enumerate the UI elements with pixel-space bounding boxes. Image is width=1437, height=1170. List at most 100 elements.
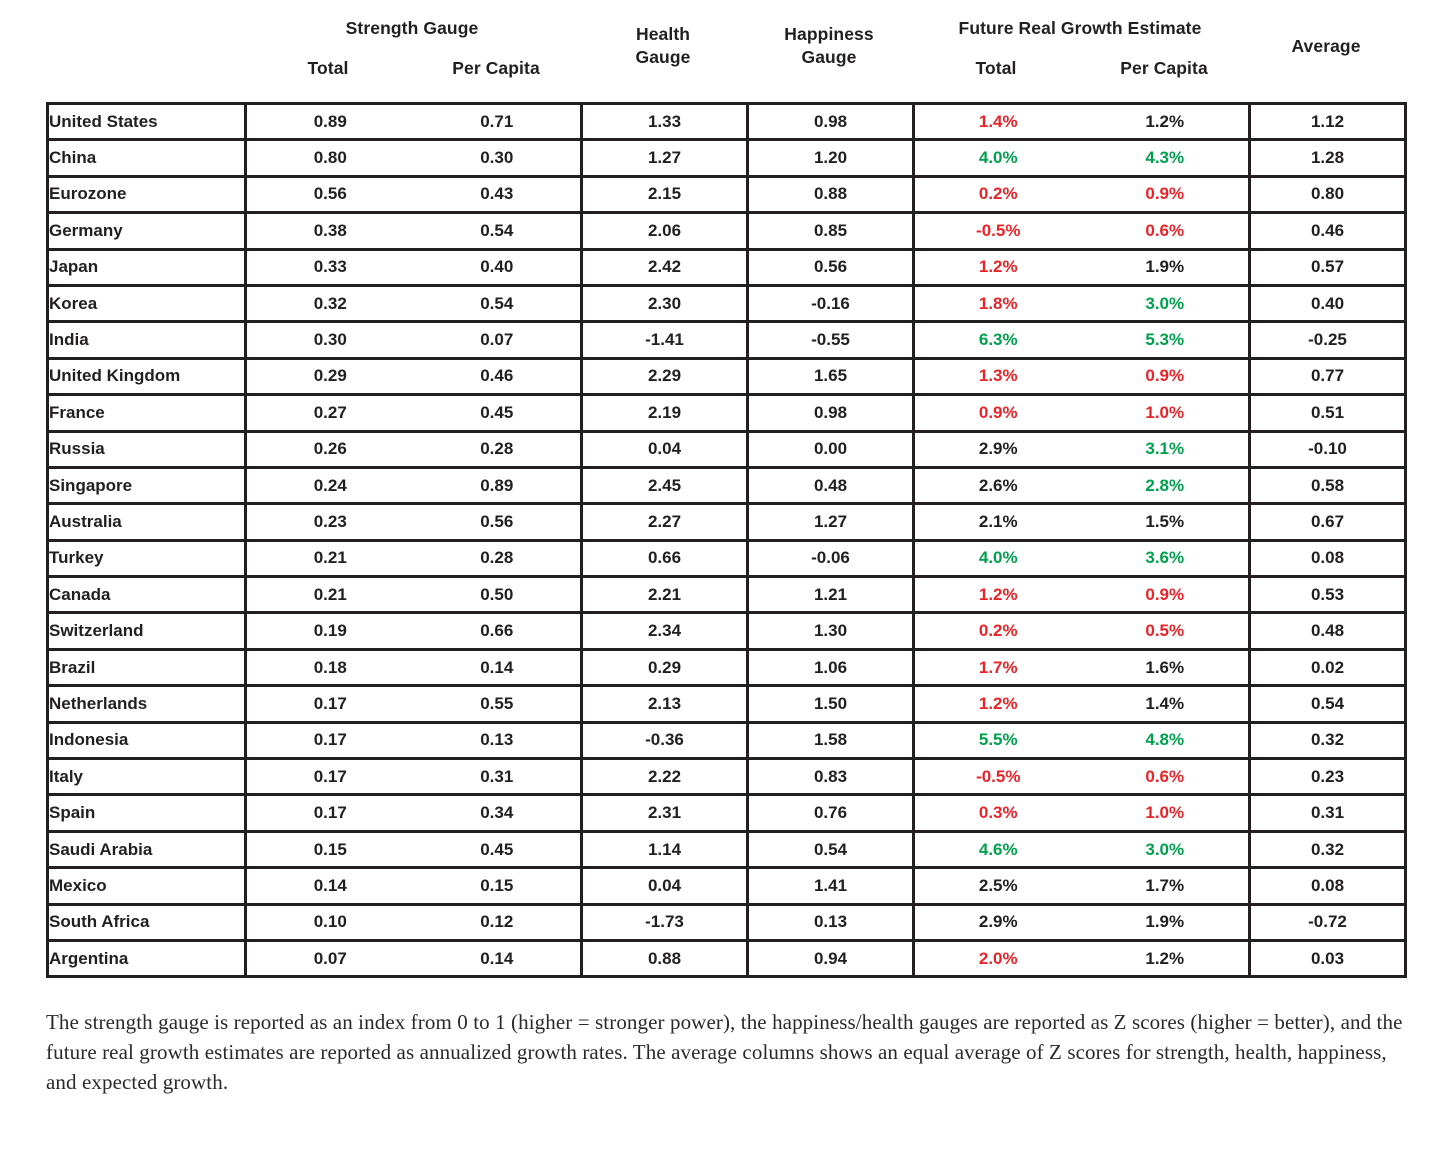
cell-happiness-gauge: 0.94 bbox=[747, 940, 915, 979]
cell-health-gauge: 2.45 bbox=[581, 467, 749, 506]
cell-country: Germany bbox=[47, 212, 247, 251]
table-row: China 0.80 0.30 1.27 1.20 4.0% 4.3% 1.28 bbox=[47, 139, 1406, 178]
cell-happiness-gauge: 0.98 bbox=[747, 394, 915, 433]
cell-average: 0.54 bbox=[1249, 685, 1406, 724]
cell-country: Turkey bbox=[47, 540, 247, 579]
cell-country: Japan bbox=[47, 249, 247, 287]
cell-strength-total: 0.17 bbox=[245, 794, 414, 833]
cell-strength-per-capita: 0.45 bbox=[413, 831, 583, 870]
cell-strength-per-capita: 0.66 bbox=[413, 612, 583, 651]
cell-happiness-gauge: 1.21 bbox=[747, 576, 915, 615]
page: Strength Gauge Health Gauge Happiness Ga… bbox=[46, 6, 1407, 1094]
cell-growth-per-capita: 1.0% bbox=[1081, 794, 1251, 833]
cell-strength-total: 0.26 bbox=[245, 431, 414, 469]
cell-average: 0.23 bbox=[1249, 758, 1406, 797]
cell-strength-per-capita: 0.50 bbox=[413, 576, 583, 615]
cell-strength-total: 0.07 bbox=[245, 940, 414, 979]
cell-strength-per-capita: 0.55 bbox=[413, 685, 583, 724]
cell-country: United States bbox=[47, 103, 247, 142]
cell-growth-total: 1.2% bbox=[913, 685, 1082, 724]
col-header-health-line2: Gauge bbox=[635, 47, 691, 67]
col-header-health-gauge: Health Gauge bbox=[580, 6, 746, 86]
cell-growth-total: 0.2% bbox=[913, 176, 1082, 215]
cell-growth-per-capita: 1.9% bbox=[1081, 249, 1251, 287]
cell-strength-total: 0.32 bbox=[245, 285, 414, 324]
cell-country: Mexico bbox=[47, 867, 247, 906]
cell-health-gauge: 2.42 bbox=[581, 249, 749, 287]
cell-growth-per-capita: 0.9% bbox=[1081, 176, 1251, 215]
cell-growth-total: 0.2% bbox=[913, 612, 1082, 651]
cell-happiness-gauge: 0.00 bbox=[747, 431, 915, 469]
table-row: India 0.30 0.07 -1.41 -0.55 6.3% 5.3% -0.25 bbox=[47, 321, 1406, 360]
table-row: Netherlands 0.17 0.55 2.13 1.50 1.2% 1.4% 0.54 bbox=[47, 685, 1406, 724]
cell-happiness-gauge: -0.06 bbox=[747, 540, 915, 579]
col-subheader-strength-per-capita: Per Capita bbox=[452, 57, 540, 78]
cell-happiness-gauge: 0.88 bbox=[747, 176, 915, 215]
cell-growth-total: -0.5% bbox=[913, 758, 1082, 797]
cell-strength-total: 0.33 bbox=[245, 249, 414, 287]
cell-growth-total: 4.0% bbox=[913, 540, 1082, 579]
cell-average: 0.32 bbox=[1249, 722, 1406, 761]
cell-average: -0.10 bbox=[1249, 431, 1406, 469]
cell-strength-per-capita: 0.13 bbox=[413, 722, 583, 761]
cell-strength-per-capita: 0.14 bbox=[413, 940, 583, 979]
cell-strength-per-capita: 0.34 bbox=[413, 794, 583, 833]
cell-growth-total: 1.4% bbox=[913, 103, 1082, 142]
cell-growth-total: 1.2% bbox=[913, 576, 1082, 615]
cell-average: 0.67 bbox=[1249, 503, 1406, 542]
cell-country: Canada bbox=[47, 576, 247, 615]
table-row: Switzerland 0.19 0.66 2.34 1.30 0.2% 0.5% 0.48 bbox=[47, 612, 1406, 651]
col-header-average: Average bbox=[1291, 35, 1361, 56]
table-row: Eurozone 0.56 0.43 2.15 0.88 0.2% 0.9% 0.80 bbox=[47, 176, 1406, 215]
cell-happiness-gauge: 1.06 bbox=[747, 649, 915, 688]
cell-health-gauge: 0.04 bbox=[581, 431, 749, 469]
cell-strength-per-capita: 0.07 bbox=[413, 321, 583, 360]
cell-strength-total: 0.21 bbox=[245, 576, 414, 615]
cell-country: Russia bbox=[47, 431, 247, 469]
cell-growth-total: 6.3% bbox=[913, 321, 1082, 360]
cell-average: 0.77 bbox=[1249, 358, 1406, 397]
cell-health-gauge: 0.04 bbox=[581, 867, 749, 906]
table-row: Italy 0.17 0.31 2.22 0.83 -0.5% 0.6% 0.23 bbox=[47, 758, 1406, 797]
col-subheader-growth-per-capita: Per Capita bbox=[1120, 57, 1208, 78]
cell-strength-total: 0.17 bbox=[245, 758, 414, 797]
cell-strength-total: 0.18 bbox=[245, 649, 414, 688]
cell-strength-per-capita: 0.89 bbox=[413, 467, 583, 506]
cell-strength-per-capita: 0.45 bbox=[413, 394, 583, 433]
cell-country: Saudi Arabia bbox=[47, 831, 247, 870]
cell-growth-total: 0.3% bbox=[913, 794, 1082, 833]
cell-happiness-gauge: 1.50 bbox=[747, 685, 915, 724]
cell-average: 0.57 bbox=[1249, 249, 1406, 287]
cell-happiness-gauge: 1.58 bbox=[747, 722, 915, 761]
table-row: United Kingdom 0.29 0.46 2.29 1.65 1.3% 0.9% 0.… bbox=[47, 358, 1406, 397]
cell-average: 0.48 bbox=[1249, 612, 1406, 651]
cell-strength-per-capita: 0.30 bbox=[413, 139, 583, 178]
cell-happiness-gauge: 1.27 bbox=[747, 503, 915, 542]
cell-health-gauge: 1.14 bbox=[581, 831, 749, 870]
cell-country: Switzerland bbox=[47, 612, 247, 651]
cell-strength-total: 0.30 bbox=[245, 321, 414, 360]
cell-country: France bbox=[47, 394, 247, 433]
cell-strength-per-capita: 0.46 bbox=[413, 358, 583, 397]
cell-happiness-gauge: 0.85 bbox=[747, 212, 915, 251]
cell-country: Brazil bbox=[47, 649, 247, 688]
cell-health-gauge: 1.27 bbox=[581, 139, 749, 178]
cell-health-gauge: 2.15 bbox=[581, 176, 749, 215]
cell-average: 0.58 bbox=[1249, 467, 1406, 506]
cell-growth-per-capita: 1.0% bbox=[1081, 394, 1251, 433]
table-row: South Africa 0.10 0.12 -1.73 0.13 2.9% 1.9% -0.… bbox=[47, 904, 1406, 943]
cell-strength-total: 0.17 bbox=[245, 685, 414, 724]
cell-growth-total: 2.5% bbox=[913, 867, 1082, 906]
cell-happiness-gauge: -0.16 bbox=[747, 285, 915, 324]
cell-average: 0.46 bbox=[1249, 212, 1406, 251]
table-row: Japan 0.33 0.40 2.42 0.56 1.2% 1.9% 0.57 bbox=[47, 249, 1406, 287]
cell-health-gauge: 2.34 bbox=[581, 612, 749, 651]
cell-growth-total: 2.0% bbox=[913, 940, 1082, 979]
cell-strength-per-capita: 0.54 bbox=[413, 212, 583, 251]
cell-strength-per-capita: 0.56 bbox=[413, 503, 583, 542]
cell-growth-per-capita: 1.6% bbox=[1081, 649, 1251, 688]
cell-average: 0.08 bbox=[1249, 540, 1406, 579]
cell-health-gauge: 2.27 bbox=[581, 503, 749, 542]
cell-growth-per-capita: 5.3% bbox=[1081, 321, 1251, 360]
cell-happiness-gauge: 1.41 bbox=[747, 867, 915, 906]
